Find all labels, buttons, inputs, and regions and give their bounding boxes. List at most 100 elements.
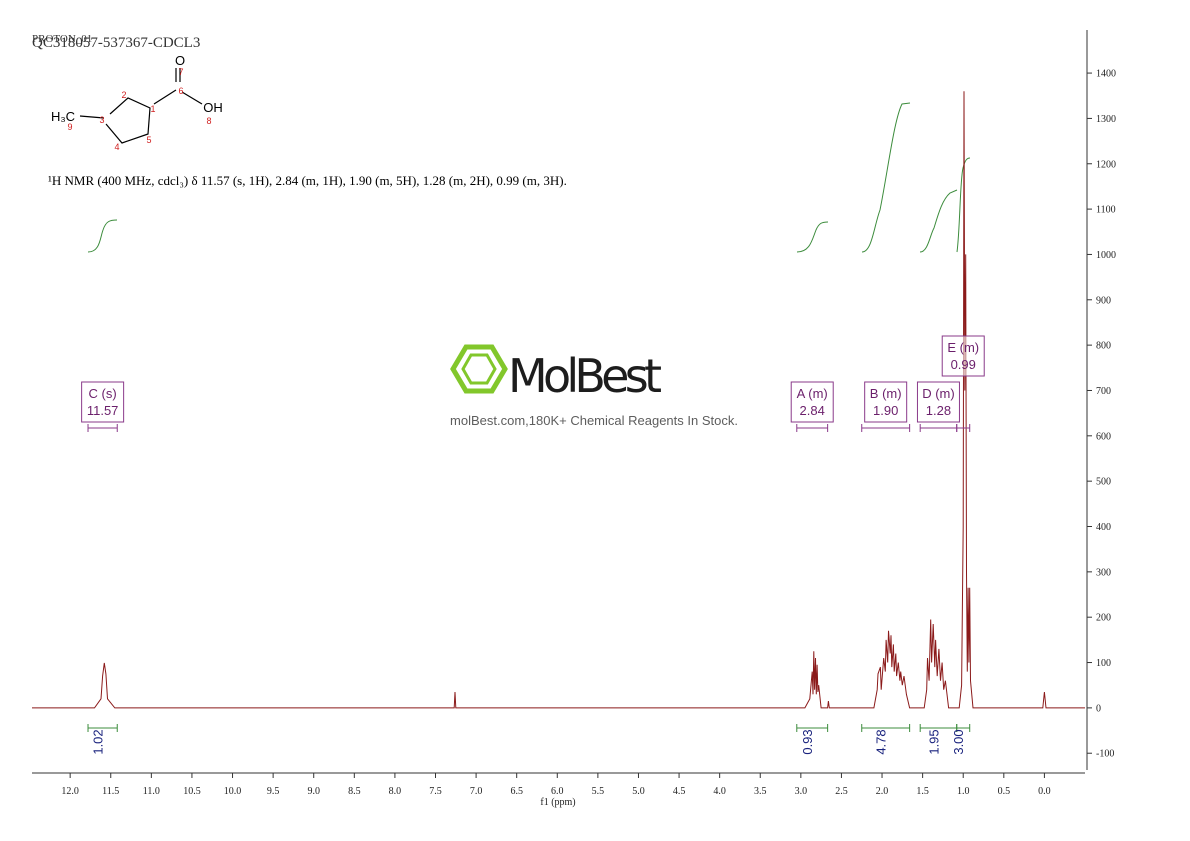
atom-label: 3 bbox=[99, 115, 104, 125]
integral-curve bbox=[796, 221, 829, 253]
integral-bracket bbox=[861, 724, 911, 732]
atom-label: 7 bbox=[178, 67, 183, 77]
multiplet-box bbox=[81, 381, 125, 423]
integral-curve bbox=[87, 219, 118, 253]
multiplet-shift: 11.57 bbox=[87, 403, 119, 418]
x-tick-label: 6.0 bbox=[551, 786, 564, 797]
atom-label: 5 bbox=[146, 135, 151, 145]
y-tick-label: 300 bbox=[1096, 567, 1111, 578]
x-tick-label: 5.5 bbox=[592, 786, 605, 797]
logo bbox=[461, 353, 497, 385]
x-tick-label: 3.0 bbox=[795, 786, 808, 797]
integral-bracket bbox=[87, 724, 118, 732]
watermark: MolBest molBest.com,180K+ Chemical Reage… bbox=[450, 344, 738, 428]
multiplet-shift: 2.84 bbox=[800, 403, 825, 418]
x-tick-label: 8.0 bbox=[389, 786, 402, 797]
x-tick-label: 7.5 bbox=[429, 786, 442, 797]
atom-label: 6 bbox=[178, 86, 183, 96]
x-tick-label: 7.0 bbox=[470, 786, 483, 797]
x-tick-label: 12.0 bbox=[61, 786, 79, 797]
multiplet-name: A (m) bbox=[797, 386, 828, 401]
y-tick-label: 100 bbox=[1096, 658, 1111, 669]
integral-label: 1.02 bbox=[91, 729, 106, 754]
x-tick-label: 10.5 bbox=[183, 786, 201, 797]
atom-label: 9 bbox=[67, 122, 72, 132]
integral-label: 3.00 bbox=[951, 729, 966, 754]
atom-label: OH bbox=[203, 100, 223, 115]
y-tick-label: 0 bbox=[1096, 703, 1101, 714]
x-tick-label: 9.0 bbox=[307, 786, 320, 797]
atom-label: 2 bbox=[121, 90, 126, 100]
x-tick-label: 5.0 bbox=[632, 786, 645, 797]
bonds bbox=[79, 68, 203, 144]
experiment-name: PROTON_01 bbox=[32, 33, 92, 45]
x-tick-label: 11.0 bbox=[143, 786, 160, 797]
x-tick-label: 11.5 bbox=[102, 786, 119, 797]
multiplet-name: C (s) bbox=[89, 386, 117, 401]
multiplet-shift: 1.90 bbox=[873, 403, 898, 418]
y-tick-label: 1300 bbox=[1096, 114, 1116, 125]
spectrum bbox=[32, 91, 1085, 709]
atom-label: 8 bbox=[206, 116, 211, 126]
x-tick-label: 6.5 bbox=[510, 786, 523, 797]
y-tick-label: -100 bbox=[1096, 749, 1114, 760]
multiplet-shift: 0.99 bbox=[951, 357, 976, 372]
y-tick-label: 700 bbox=[1096, 386, 1111, 397]
x-tick-label: 0.0 bbox=[1038, 786, 1051, 797]
x-axis-label: f1 (ppm) bbox=[540, 797, 575, 808]
y-tick-label: 200 bbox=[1096, 613, 1111, 624]
integral-curve bbox=[861, 102, 911, 253]
x-tick-label: 8.5 bbox=[348, 786, 361, 797]
atom-label: H₃C bbox=[51, 109, 75, 124]
nmr-summary: ¹H NMR (400 MHz, cdcl₃) δ 11.57 (s, 1H),… bbox=[48, 173, 567, 188]
atom-label: 1 bbox=[150, 104, 155, 114]
y-tick-label: 600 bbox=[1096, 431, 1111, 442]
y-tick-label: 800 bbox=[1096, 341, 1111, 352]
multiplet-shift: 1.28 bbox=[926, 403, 951, 418]
y-tick-label: 1400 bbox=[1096, 69, 1116, 80]
multiplet-box bbox=[916, 381, 960, 423]
x-tick-label: 3.5 bbox=[754, 786, 767, 797]
x-tick-label: 4.5 bbox=[673, 786, 686, 797]
multiplet-box bbox=[790, 381, 834, 423]
integral-bracket bbox=[956, 724, 971, 732]
brand: MolBest bbox=[508, 349, 662, 403]
multiplet-bracket bbox=[861, 424, 911, 432]
structure bbox=[79, 68, 203, 144]
atom-label: O bbox=[175, 53, 185, 68]
x-tick-label: 2.0 bbox=[876, 786, 889, 797]
y-tick-label: 400 bbox=[1096, 522, 1111, 533]
y-tick-label: 1200 bbox=[1096, 159, 1116, 170]
x-tick-label: 1.0 bbox=[957, 786, 970, 797]
multiplet-name: E (m) bbox=[947, 340, 979, 355]
integral-bracket bbox=[796, 724, 829, 732]
multiplet-bracket bbox=[956, 424, 971, 432]
multiplet-box bbox=[864, 381, 908, 423]
integral-curves bbox=[87, 102, 971, 253]
x-tick-label: 9.5 bbox=[267, 786, 280, 797]
logo bbox=[450, 344, 508, 394]
y-tick-label: 1100 bbox=[1096, 205, 1116, 216]
integral-label: 4.78 bbox=[874, 729, 889, 754]
integral-curve bbox=[919, 189, 958, 253]
multiplet-box bbox=[941, 335, 985, 377]
x-tick-label: 1.5 bbox=[916, 786, 929, 797]
x-tick-label: 0.5 bbox=[998, 786, 1011, 797]
multiplet-bracket bbox=[87, 424, 118, 432]
integral-label: 0.93 bbox=[800, 729, 815, 754]
multiplet-name: D (m) bbox=[922, 386, 955, 401]
y-tick-label: 500 bbox=[1096, 477, 1111, 488]
integral-curve bbox=[956, 157, 971, 253]
y-tick-label: 1000 bbox=[1096, 250, 1116, 261]
x-tick-label: 2.5 bbox=[835, 786, 848, 797]
y-tick-label: 900 bbox=[1096, 295, 1111, 306]
multiplet-bracket bbox=[796, 424, 829, 432]
sample-id: QC318057-537367-CDCL3 bbox=[32, 35, 200, 51]
tagline: molBest.com,180K+ Chemical Reagents In S… bbox=[450, 413, 738, 428]
integral-label: 1.95 bbox=[926, 729, 941, 754]
multiplet-name: B (m) bbox=[870, 386, 902, 401]
x-tick-label: 4.0 bbox=[713, 786, 726, 797]
x-tick-label: 10.0 bbox=[224, 786, 242, 797]
atom-label: 4 bbox=[114, 142, 119, 152]
